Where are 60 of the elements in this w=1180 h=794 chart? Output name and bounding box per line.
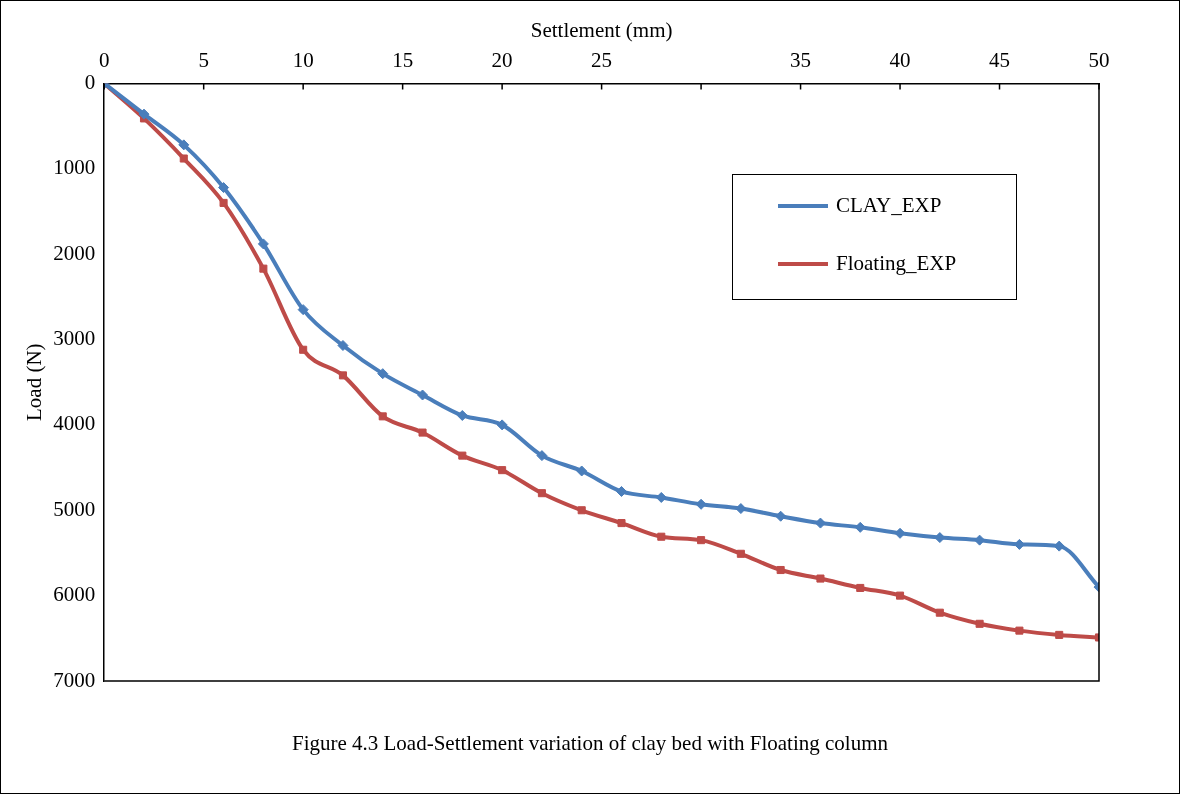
- point: [378, 412, 387, 421]
- point: [697, 536, 706, 545]
- point: [736, 549, 745, 558]
- caption: Figure 4.3 Load-Settlement variation of clay bed with Floating column: [290, 731, 889, 756]
- x-tick-label: 50: [1088, 48, 1110, 73]
- point: [456, 410, 468, 421]
- y-axis-title: Load (N): [22, 343, 47, 421]
- point: [616, 485, 627, 497]
- x-tick-label: 20: [491, 48, 513, 73]
- x-tick-label: 40: [889, 48, 911, 73]
- point: [816, 574, 825, 583]
- point: [458, 451, 467, 460]
- point: [537, 489, 546, 498]
- x-tick-label: 45: [989, 48, 1011, 73]
- y-tick-label: 1000: [53, 155, 96, 180]
- y-tick-label: 3000: [53, 326, 96, 351]
- point: [179, 154, 188, 163]
- point: [617, 519, 626, 528]
- point: [896, 591, 905, 600]
- point: [417, 389, 429, 401]
- x-tick-label: 10: [292, 48, 314, 73]
- point: [418, 428, 427, 437]
- x-tick-label: 25: [591, 48, 613, 73]
- point: [856, 583, 865, 592]
- y-tick-label: 7000: [53, 667, 96, 692]
- point: [178, 139, 190, 151]
- y-tick-label: 6000: [53, 582, 96, 607]
- x-tick-label: 15: [392, 48, 414, 73]
- x-tick-label: 5: [198, 48, 209, 73]
- point: [776, 565, 785, 575]
- point: [299, 345, 308, 354]
- point: [657, 532, 666, 541]
- point: [577, 506, 586, 515]
- point: [338, 371, 347, 380]
- point: [1015, 626, 1024, 635]
- point: [257, 238, 269, 250]
- point: [935, 608, 944, 617]
- point: [536, 450, 548, 462]
- x-tick-label: 35: [790, 48, 812, 73]
- y-tick-label: 2000: [53, 240, 96, 265]
- legend-label: CLAY_EXP: [836, 193, 942, 218]
- point: [496, 419, 508, 431]
- legend-label: Floating_EXP: [836, 251, 957, 276]
- y-tick-label: 4000: [53, 411, 96, 436]
- x-axis-title: Settlement (mm): [530, 18, 673, 43]
- point: [498, 466, 507, 475]
- y-tick-label: 5000: [53, 496, 96, 521]
- point: [775, 510, 787, 522]
- y-tick-label: 0: [84, 69, 96, 94]
- point: [138, 108, 150, 120]
- point: [975, 619, 984, 628]
- point: [655, 491, 667, 503]
- point: [337, 339, 349, 351]
- point: [377, 368, 389, 380]
- point: [218, 182, 230, 194]
- point: [297, 304, 309, 316]
- point: [259, 264, 268, 273]
- point: [1055, 630, 1064, 639]
- point: [576, 465, 588, 477]
- point: [219, 198, 228, 207]
